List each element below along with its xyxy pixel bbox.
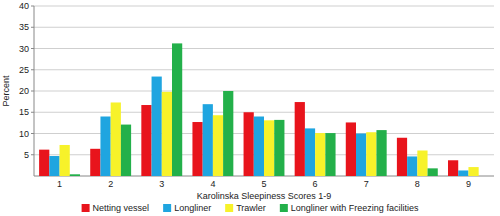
grid-line [34, 91, 494, 92]
grid-line [34, 6, 494, 7]
grid-line [34, 48, 494, 49]
legend-label: Longliner with Freezing facilities [291, 203, 419, 213]
chart: Percent 5 10 15 20 25 30 35 40 1 2 3 4 5 6 7 8 9 Karolinsk… [0, 0, 500, 216]
legend-swatch [280, 204, 288, 212]
legend-label: Trawler [236, 203, 266, 213]
grid-line [34, 69, 494, 70]
bar [274, 120, 284, 176]
y-tick-label: 25 [19, 65, 29, 75]
bar [49, 156, 59, 176]
y-tick-label: 30 [19, 44, 29, 54]
bar [60, 145, 70, 176]
y-tick-label: 15 [19, 107, 29, 117]
bar [366, 132, 376, 176]
bar [39, 150, 49, 176]
bar [213, 115, 223, 176]
grid-line [34, 112, 494, 113]
bar [90, 149, 100, 176]
x-tick-label: 8 [415, 179, 420, 189]
bar [254, 117, 264, 177]
x-tick-label: 6 [313, 179, 318, 189]
bar [448, 160, 458, 176]
bar [264, 120, 274, 176]
x-tick-label: 5 [261, 179, 266, 189]
grid-line [34, 27, 494, 28]
bar [325, 133, 335, 176]
bar [162, 92, 172, 176]
y-axis-label: Percent [1, 75, 11, 107]
bar [397, 138, 407, 176]
bar [417, 151, 427, 177]
bar [376, 130, 386, 176]
bar [468, 167, 478, 176]
bar [346, 122, 356, 176]
y-tick-label: 5 [24, 150, 29, 160]
bar [111, 102, 121, 176]
bar [315, 133, 325, 176]
x-tick-label: 9 [466, 179, 471, 189]
legend-swatch [163, 204, 171, 212]
bar [203, 104, 213, 176]
bar [356, 134, 366, 177]
bars [39, 43, 479, 176]
bar [141, 105, 151, 176]
bar [152, 77, 162, 176]
y-tick-label: 20 [19, 86, 29, 96]
legend-swatch [82, 204, 90, 212]
bar [100, 117, 110, 177]
bar [192, 122, 202, 176]
legend-label: Netting vessel [93, 203, 150, 213]
x-axis-label: Karolinska Sleepiness Scores 1-9 [197, 191, 332, 201]
y-axis-line [34, 6, 35, 176]
bar [428, 168, 438, 176]
y-tick-label: 40 [19, 1, 29, 11]
bar [121, 125, 131, 176]
x-tick-label: 1 [57, 179, 62, 189]
legend-swatch [225, 204, 233, 212]
bar [407, 156, 417, 176]
bar [244, 112, 254, 176]
bar [172, 43, 182, 176]
bar [295, 102, 305, 176]
y-tick-label: 10 [19, 129, 29, 139]
legend-label: Longliner [174, 203, 211, 213]
legend: Netting vessel Longliner Trawler Longliner … [82, 203, 419, 213]
bar [479, 176, 489, 177]
bar [458, 170, 468, 176]
y-tick-label: 35 [19, 22, 29, 32]
bar [305, 128, 315, 176]
x-tick-label: 3 [159, 179, 164, 189]
bar [70, 174, 80, 176]
x-tick-label: 2 [108, 179, 113, 189]
bar [223, 91, 233, 176]
x-tick-label: 7 [364, 179, 369, 189]
x-tick-label: 4 [210, 179, 215, 189]
